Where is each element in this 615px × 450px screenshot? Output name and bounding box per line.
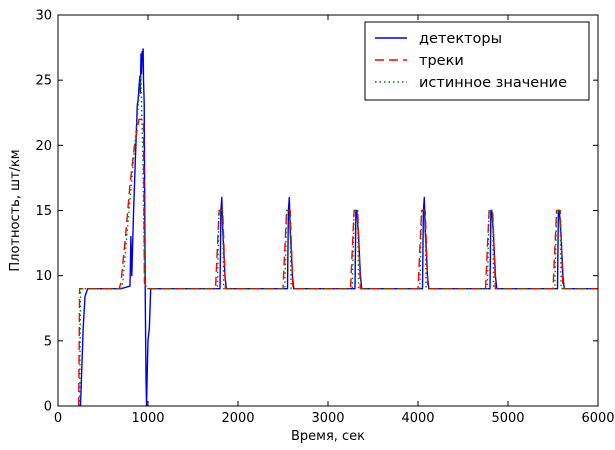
series-line-2 [78,75,598,406]
y-tick-label-0: 0 [44,400,52,415]
series-line-0 [79,48,598,406]
ticks-layer: 0 1000 2000 3000 4000 5000 6000 0 5 10 15 20 25 30 [35,9,614,427]
x-tick-label-3: 3000 [311,411,344,426]
y-tick-label-3: 15 [35,204,52,219]
y-tick-label-5: 25 [35,74,52,89]
legend-label-2: истинное значение [419,75,567,91]
legend: детекторы треки истинное значение [364,21,590,101]
x-tick-label-2: 2000 [221,411,254,426]
legend-box [364,21,590,101]
y-tick-label-1: 5 [44,334,52,349]
y-tick-label-4: 20 [35,139,52,154]
x-tick-label-5: 5000 [491,411,524,426]
x-tick-label-4: 4000 [401,411,434,426]
legend-label-0: детекторы [419,31,502,47]
series-line-1 [78,118,598,406]
legend-label-1: треки [419,53,464,69]
x-tick-label-6: 6000 [581,411,614,426]
y-tick-label-2: 10 [35,269,52,284]
y-axis-title: Плотность, шт/км [8,149,23,271]
x-axis-title: Время, сек [291,429,365,444]
y-tick-label-6: 30 [35,9,52,24]
x-tick-label-0: 0 [54,411,62,426]
series-layer [78,48,598,406]
legend-items: детекторы треки истинное значение [375,31,567,91]
x-tick-label-1: 1000 [131,411,164,426]
